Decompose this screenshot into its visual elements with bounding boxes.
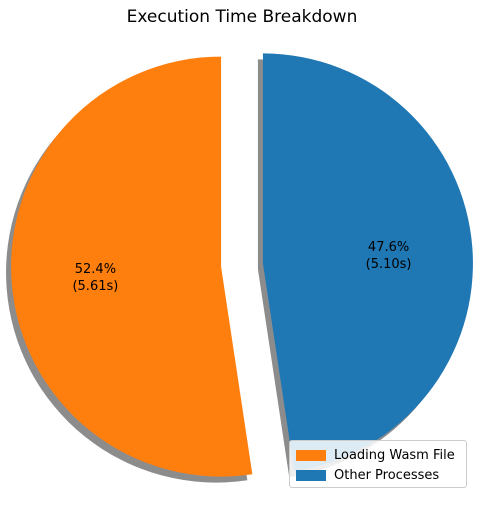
legend-item-loading-wasm: Loading Wasm File <box>296 445 460 465</box>
legend-label-other-processes: Other Processes <box>334 467 440 483</box>
slice-value-loading-wasm-file: (5.61s) <box>72 279 118 294</box>
slice-percent-other-processes: 47.6% <box>368 240 409 255</box>
legend-swatch-other-processes <box>296 469 326 481</box>
chart-title: Execution Time Breakdown <box>126 7 358 27</box>
label-layer: 52.4% (5.61s) 47.6% (5.10s) <box>72 240 411 294</box>
slice-label-other-processes: 47.6% (5.10s) <box>366 240 412 272</box>
slice-layer <box>11 53 473 477</box>
legend-item-other-processes: Other Processes <box>296 465 460 485</box>
pie-slice-loading-wasm-file <box>11 56 253 477</box>
legend-label-loading-wasm: Loading Wasm File <box>334 447 455 463</box>
pie-slice-other-processes <box>262 53 473 472</box>
legend-swatch-loading-wasm <box>296 449 326 461</box>
legend: Loading Wasm File Other Processes <box>289 440 467 488</box>
slice-percent-loading-wasm-file: 52.4% <box>75 262 116 277</box>
slice-value-other-processes: (5.10s) <box>366 257 412 272</box>
slice-label-loading-wasm-file: 52.4% (5.61s) <box>72 262 118 294</box>
